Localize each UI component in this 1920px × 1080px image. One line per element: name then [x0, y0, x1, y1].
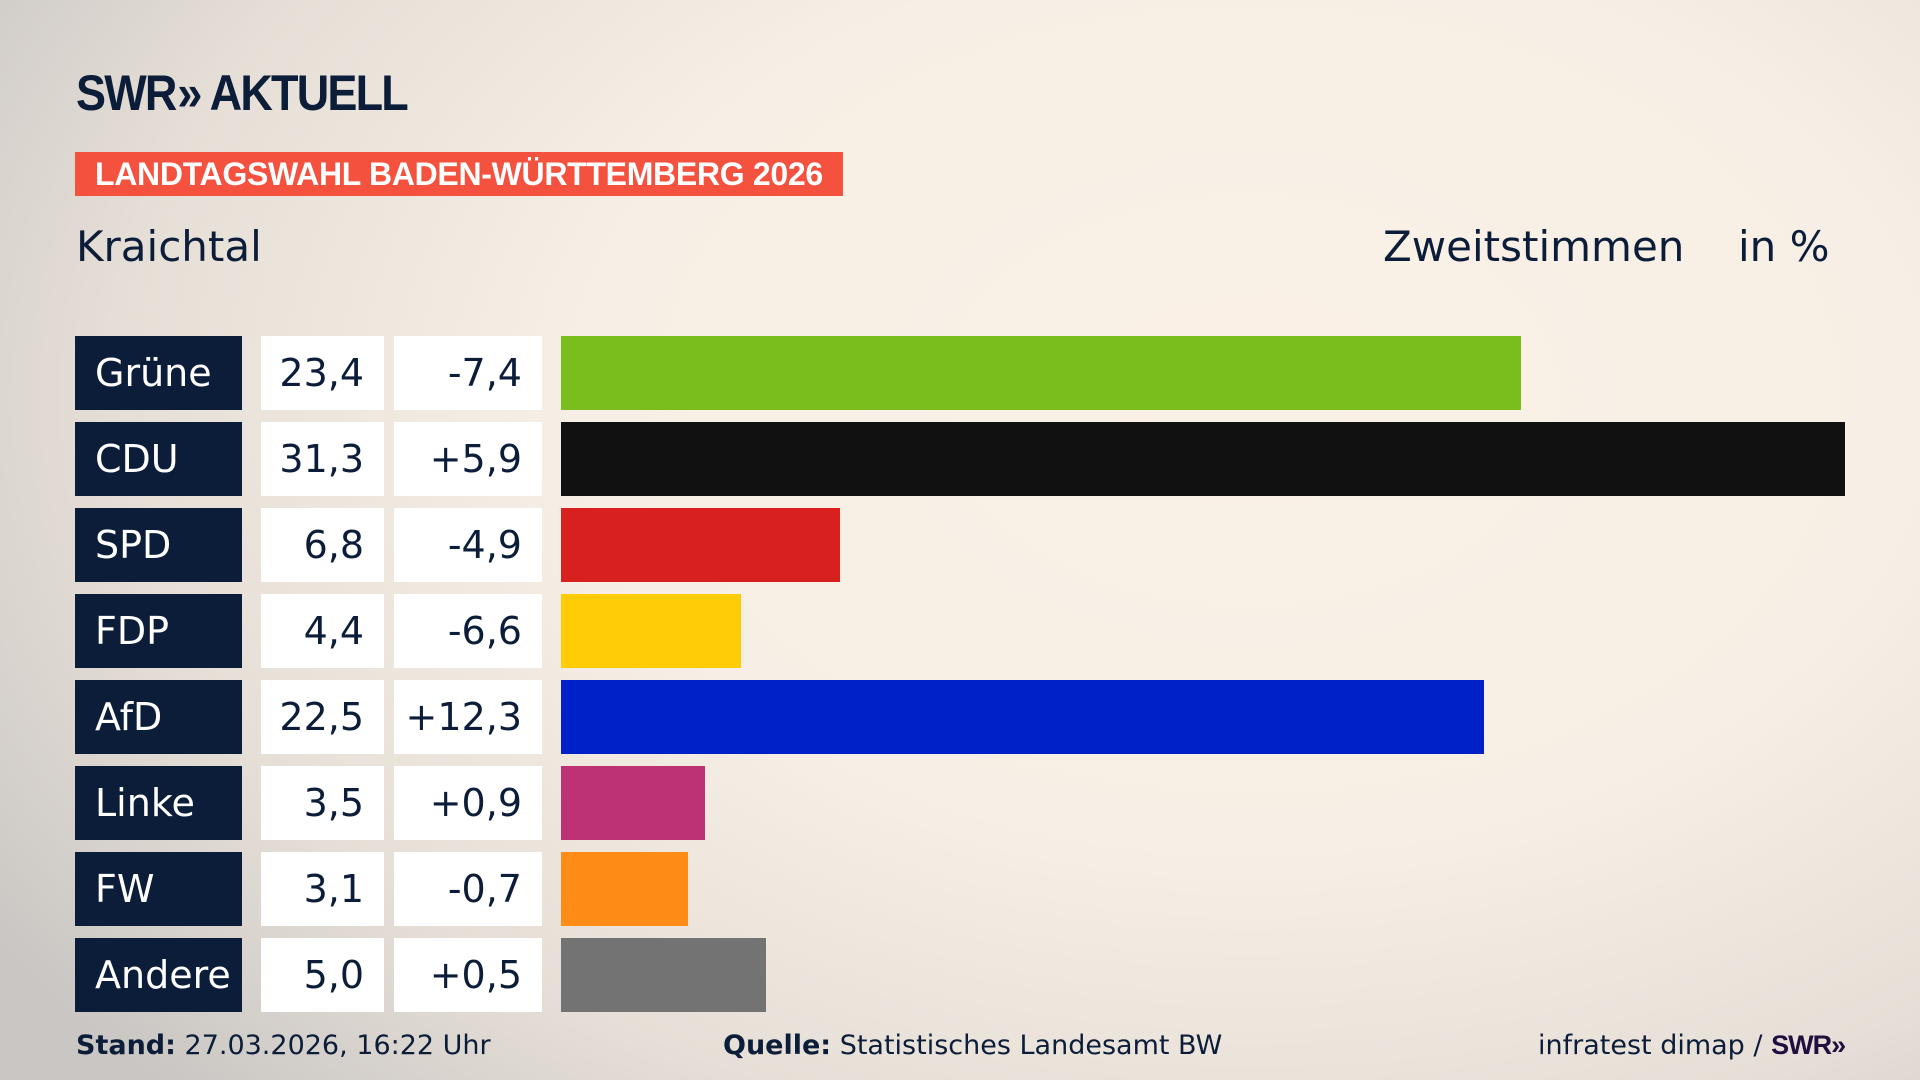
party-value: 4,4	[261, 594, 384, 668]
party-change: -7,4	[394, 336, 542, 410]
stand-label: Stand:	[76, 1030, 176, 1061]
party-value: 22,5	[261, 680, 384, 754]
party-change: -6,6	[394, 594, 542, 668]
party-bar	[561, 336, 1521, 410]
stand-value: 27.03.2026, 16:22 Uhr	[184, 1030, 491, 1061]
chevrons-icon: »	[1831, 1030, 1846, 1060]
party-bar	[561, 594, 742, 668]
source-value: Statistisches Landesamt BW	[839, 1030, 1223, 1061]
credit: infratest dimap / SWR»	[1538, 1030, 1846, 1061]
party-name: CDU	[75, 422, 242, 496]
party-bar	[561, 680, 1484, 754]
party-change: -0,7	[394, 852, 542, 926]
party-value: 3,5	[261, 766, 384, 840]
party-name: SPD	[75, 508, 242, 582]
source: Quelle: Statistisches Landesamt BW	[723, 1030, 1222, 1061]
party-change: -4,9	[394, 508, 542, 582]
party-value: 6,8	[261, 508, 384, 582]
party-name: AfD	[75, 680, 242, 754]
party-name: Linke	[75, 766, 242, 840]
timestamp: Stand: 27.03.2026, 16:22 Uhr	[76, 1030, 491, 1061]
party-bar	[561, 766, 705, 840]
region-title: Kraichtal	[76, 222, 262, 271]
swr-aktuell-logo: SWR» AKTUELL	[76, 65, 409, 121]
party-name: FDP	[75, 594, 242, 668]
party-bar	[561, 852, 689, 926]
party-value: 31,3	[261, 422, 384, 496]
party-name: Grüne	[75, 336, 242, 410]
source-label: Quelle:	[723, 1030, 832, 1061]
logo-text: SWR» AKTUELL	[76, 65, 409, 121]
party-change: +0,5	[394, 938, 542, 1012]
swr-logo-small: SWR	[1771, 1030, 1832, 1060]
party-change: +12,3	[394, 680, 542, 754]
unit-label: in %	[1738, 222, 1830, 271]
party-value: 23,4	[261, 336, 384, 410]
party-value: 3,1	[261, 852, 384, 926]
party-name: Andere	[75, 938, 242, 1012]
party-bar	[561, 508, 840, 582]
party-bar	[561, 422, 1845, 496]
vote-type-label: Zweitstimmen	[1383, 222, 1685, 271]
party-change: +0,9	[394, 766, 542, 840]
party-bar	[561, 938, 767, 1012]
election-banner: LANDTAGSWAHL BADEN-WÜRTTEMBERG 2026	[75, 152, 843, 196]
party-change: +5,9	[394, 422, 542, 496]
credit-text: infratest dimap /	[1538, 1030, 1763, 1061]
party-name: FW	[75, 852, 242, 926]
chevrons-icon: »	[177, 65, 202, 121]
party-value: 5,0	[261, 938, 384, 1012]
